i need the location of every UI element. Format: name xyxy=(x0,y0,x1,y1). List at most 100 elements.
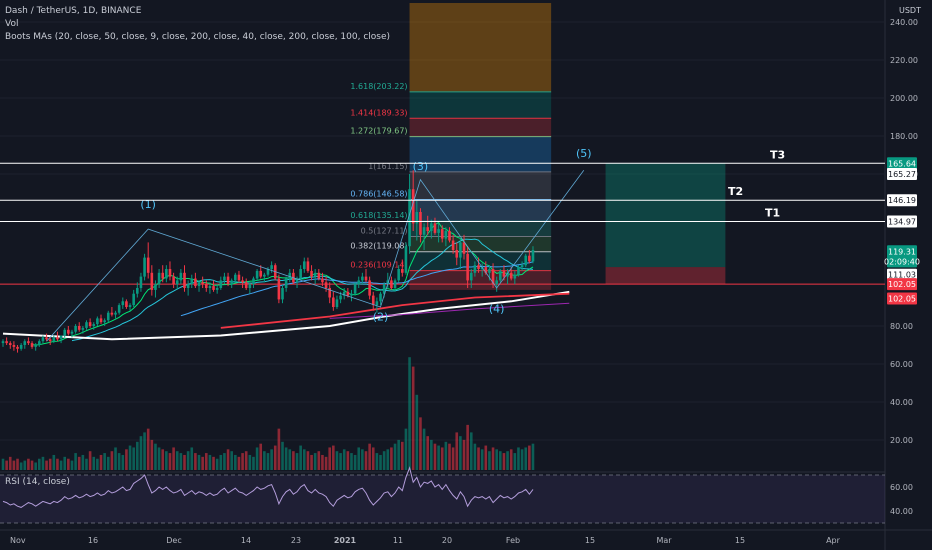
candle-body xyxy=(136,288,139,294)
candle-body xyxy=(444,231,448,239)
volume-bar xyxy=(408,357,411,470)
candle-body xyxy=(226,276,230,285)
price-tag xyxy=(887,245,917,258)
volume-bar xyxy=(350,453,353,470)
price-tick-label: 220.00 xyxy=(890,56,918,65)
candle-body xyxy=(190,278,194,285)
candle-body xyxy=(41,337,45,342)
volume-bar xyxy=(85,458,88,470)
volume-bar xyxy=(81,454,85,470)
candle-body xyxy=(477,265,480,269)
volume-bar xyxy=(273,445,277,470)
price-tick-label: 180.00 xyxy=(890,132,918,141)
candle-body xyxy=(201,282,204,285)
volume-bar xyxy=(368,443,371,470)
volume-bar xyxy=(299,445,302,470)
candle-body xyxy=(288,272,292,279)
price-tag xyxy=(887,168,917,180)
volume-bar xyxy=(234,454,237,470)
candle-body xyxy=(139,276,143,288)
candle-body xyxy=(299,269,302,279)
fib-band xyxy=(409,236,552,252)
volume-bar xyxy=(288,449,292,470)
candle-body xyxy=(183,272,186,288)
rsi-indicator-label: RSI (14, close) xyxy=(5,477,70,487)
volume-bar xyxy=(212,456,215,470)
candle-body xyxy=(255,270,259,279)
volume-bar xyxy=(70,460,74,470)
volume-bar xyxy=(146,428,150,470)
candle-body xyxy=(248,284,252,288)
candle-body xyxy=(310,270,313,277)
volume-bar xyxy=(459,436,462,470)
volume-bar xyxy=(197,454,201,470)
volume-bar xyxy=(292,451,295,470)
price-tag xyxy=(887,157,917,170)
candle-body xyxy=(502,270,506,277)
candle-body xyxy=(12,345,16,347)
volume-bar xyxy=(74,453,77,470)
time-tick-label: 16 xyxy=(88,536,98,545)
candle-body xyxy=(411,189,415,224)
volume-bar xyxy=(342,449,346,470)
candle-body xyxy=(263,274,266,277)
candle-body xyxy=(350,293,353,296)
chart-symbol-title: Dash / TetherUS, 1D, BINANCE xyxy=(5,6,142,16)
volume-bar xyxy=(241,453,244,470)
time-tick-label: Mar xyxy=(656,536,672,545)
fib-level-label: 1.272(179.67) xyxy=(350,127,407,136)
candle-body xyxy=(473,265,477,273)
volume-bar xyxy=(168,453,172,470)
candle-body xyxy=(1,341,5,344)
price-tick-label: 40.00 xyxy=(890,398,913,407)
volume-bar xyxy=(255,447,259,470)
candle-body xyxy=(448,231,451,241)
rsi-tick-label: 40.00 xyxy=(890,507,913,516)
volume-bar xyxy=(499,451,502,470)
volume-bar xyxy=(451,447,455,470)
volume-bar xyxy=(390,447,393,470)
volume-bar xyxy=(375,453,379,470)
volume-bar xyxy=(99,454,103,470)
volume-bar xyxy=(484,445,488,470)
volume-bar xyxy=(324,456,328,470)
volume-bar xyxy=(335,451,339,470)
candle-body xyxy=(19,345,23,349)
volume-bar xyxy=(136,441,139,470)
volume-bar xyxy=(45,460,48,470)
candle-body xyxy=(270,265,273,269)
candle-body xyxy=(16,346,19,349)
volume-bar xyxy=(252,456,255,470)
volume-bar xyxy=(161,449,165,470)
candle-body xyxy=(194,278,197,287)
volume-bar xyxy=(237,456,241,470)
volume-bar xyxy=(517,447,520,470)
candle-body xyxy=(125,301,128,307)
candle-body xyxy=(393,280,397,288)
volume-bar xyxy=(41,456,45,470)
candle-body xyxy=(179,272,183,281)
volume-bar xyxy=(59,460,63,470)
candle-body xyxy=(342,291,346,296)
volume-bar xyxy=(208,454,212,470)
volume-bar xyxy=(30,460,34,470)
volume-bar xyxy=(528,445,531,470)
volume-bar xyxy=(371,447,375,470)
candle-body xyxy=(88,322,92,326)
fib-level-label: 0.382(119.08) xyxy=(350,242,407,251)
volume-bar xyxy=(520,449,524,470)
volume-bar xyxy=(364,451,368,470)
volume-bar xyxy=(56,458,59,470)
price-tick-label: 20.00 xyxy=(890,436,913,445)
volume-bar xyxy=(422,428,426,470)
rsi-tick-label: 60.00 xyxy=(890,483,913,492)
volume-bar xyxy=(165,451,168,470)
candle-body xyxy=(419,212,422,235)
volume-bar xyxy=(397,439,400,470)
candle-body xyxy=(81,327,85,330)
candle-body xyxy=(63,329,67,336)
time-tick-label: Feb xyxy=(506,536,520,545)
fib-band xyxy=(409,118,552,137)
volume-bar xyxy=(473,443,477,470)
